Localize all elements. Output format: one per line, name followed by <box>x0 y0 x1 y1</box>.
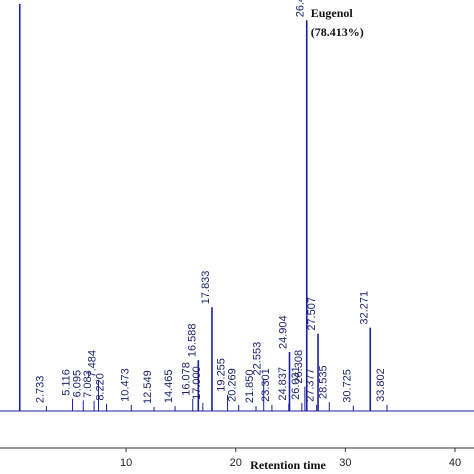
peak-label: 16.588 <box>186 323 198 357</box>
peaks-layer <box>18 4 388 411</box>
x-tick-label: 30 <box>339 457 351 469</box>
x-tick-label: 20 <box>230 457 242 469</box>
peak-label: 26.308 <box>293 350 305 384</box>
peak-label: 7.484 <box>86 350 98 378</box>
peak-label: 5.116 <box>61 369 73 396</box>
peak-label: 8.220 <box>95 373 107 401</box>
peak-label: 27.507 <box>306 297 318 331</box>
peak-label: 28.535 <box>317 365 329 399</box>
peak-label: 20.269 <box>227 368 239 402</box>
x-tick-label: 40 <box>449 457 461 469</box>
peak-label: 24.904 <box>277 315 289 349</box>
eugenol-percent-callout: (78.413%) <box>311 25 364 39</box>
peak-label: 19.255 <box>216 358 228 392</box>
peak-label: 32.271 <box>358 291 370 325</box>
peak-label: 7.083 <box>82 370 94 398</box>
peak-label: 23.301 <box>260 368 272 402</box>
peak-label: 21.850 <box>244 369 256 403</box>
peak-label: 17.833 <box>200 271 212 305</box>
peak-label: 24.837 <box>277 367 289 401</box>
x-ticks-layer: 10 20 30 40 <box>120 448 461 469</box>
peak-label: 26.478 <box>295 0 307 17</box>
peak-label: 10.473 <box>119 368 131 402</box>
peak-label: 17.000 <box>191 366 203 400</box>
peak-label: 12.549 <box>142 370 154 404</box>
peak-label: 22.553 <box>252 342 264 376</box>
eugenol-callout: Eugenol <box>311 6 354 20</box>
peak-label: 26.031 <box>290 366 302 400</box>
peak-label: 27.377 <box>305 368 317 402</box>
peak-label: 2.733 <box>34 376 46 404</box>
peak-label: 16.078 <box>181 362 193 396</box>
x-tick-label: 10 <box>120 457 132 469</box>
peak-label: 6.095 <box>71 370 83 398</box>
peak-label: 33.802 <box>375 368 387 402</box>
x-axis-title: Retention time <box>250 458 326 472</box>
peak-label: 14.465 <box>163 369 175 403</box>
peak-label: 30.725 <box>341 369 353 403</box>
